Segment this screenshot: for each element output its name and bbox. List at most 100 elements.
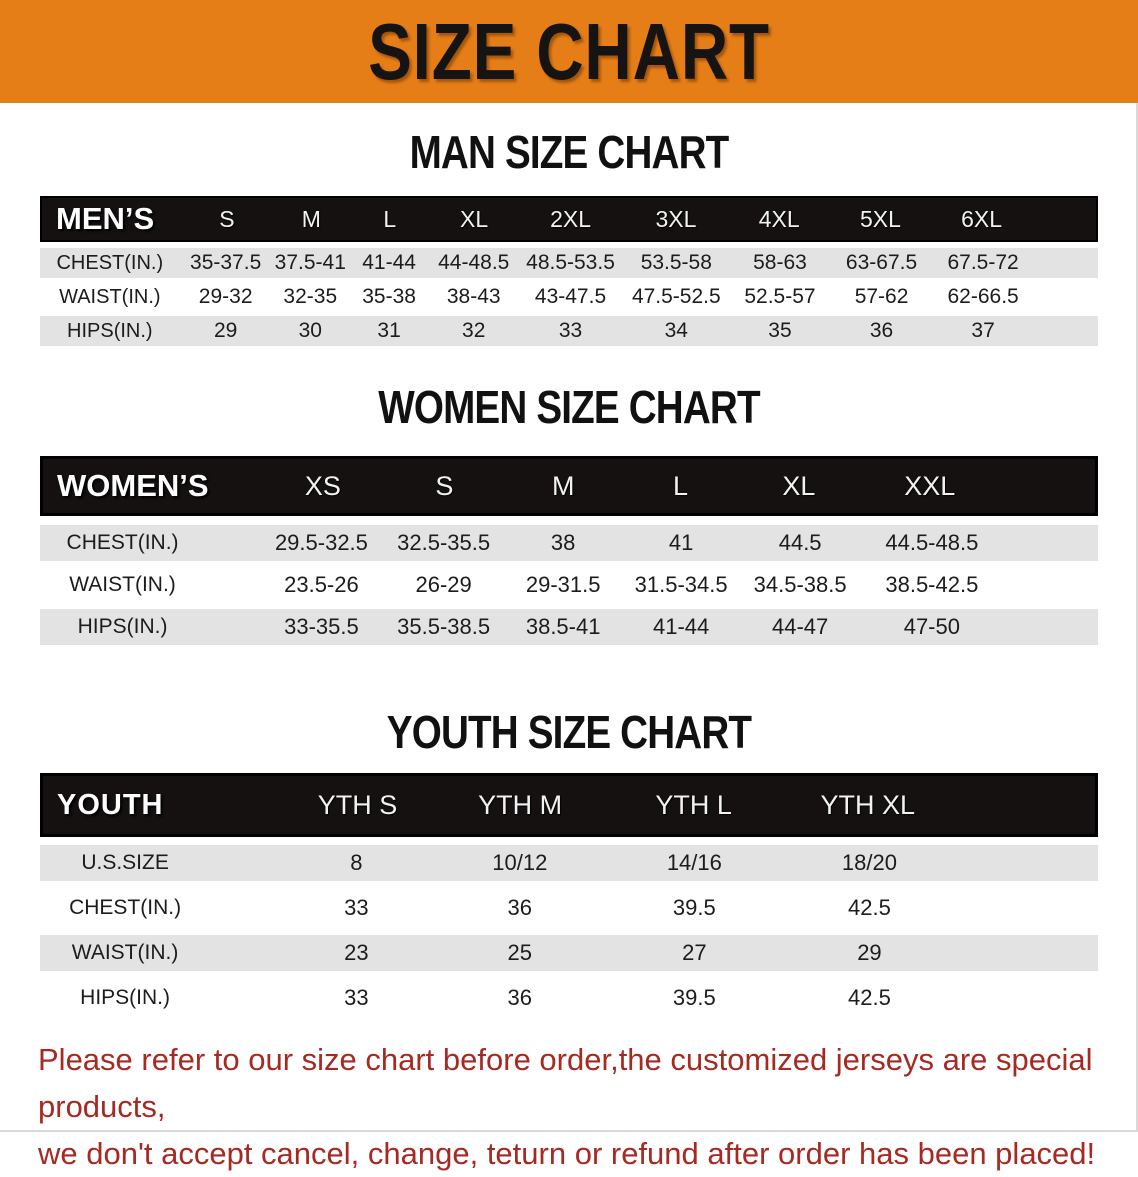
row-label: U.S.SIZE	[81, 851, 169, 874]
cell-value: 33	[344, 985, 369, 1010]
cell-value: 67.5-72	[947, 251, 1019, 274]
header-label: YOUTH	[57, 788, 164, 821]
size-column-header: L	[672, 470, 688, 501]
cell-value: 32	[462, 319, 486, 342]
cell-value: 29	[857, 940, 882, 965]
header-label: WOMEN’S	[57, 468, 209, 503]
cell-value: 42.5	[848, 895, 891, 920]
size-column-header: 5XL	[859, 205, 901, 232]
cell-value: 62-66.5	[947, 285, 1019, 308]
table-row: WAIST(IN.) 29-32 32-35 35-38 38-43 43-47.5 47.…	[40, 282, 1098, 312]
cell-value: 29-31.5	[525, 572, 601, 597]
size-column-header: 3XL	[655, 205, 697, 232]
cell-value: 38.5-42.5	[885, 572, 979, 597]
size-column-header: M	[551, 470, 575, 501]
cell-value: 37	[971, 319, 995, 342]
cell-value: 58-63	[753, 251, 807, 274]
cell-value: 44-47	[771, 614, 829, 639]
row-label: WAIST(IN.)	[59, 285, 161, 308]
row-label: CHEST(IN.)	[56, 251, 164, 274]
size-column-header: 6XL	[961, 205, 1003, 232]
table-row: HIPS(IN.) 33-35.5 35.5-38.5 38.5-41 41-44 44-…	[40, 609, 1098, 645]
row-label: HIPS(IN.)	[77, 615, 168, 638]
table-row: WAIST(IN.) 23.5-26 26-29 29-31.5 31.5-34.5 34…	[40, 567, 1098, 603]
cell-value: 10/12	[492, 850, 548, 875]
cell-value: 35.5-38.5	[397, 614, 491, 639]
cell-value: 36	[869, 319, 894, 342]
table-header-row: WOMEN’S XS S M L XL XXL	[40, 456, 1098, 516]
size-column-header: 4XL	[758, 205, 800, 232]
row-label: WAIST(IN.)	[69, 573, 176, 596]
table-header-row: YOUTH YTH S YTH M YTH L YTH XL	[40, 773, 1098, 837]
cell-value: 34.5-38.5	[753, 572, 847, 597]
cell-value: 38	[550, 530, 576, 555]
men-size-table: MEN’S S M L XL 2XL 3XL 4XL 5XL 6XL CHEST(IN.) 35-37…	[40, 196, 1098, 346]
cell-value: 57-62	[854, 285, 909, 308]
size-column-header: XL	[782, 470, 816, 501]
youth-section-title: YOUTH SIZE CHART	[386, 706, 752, 758]
cell-value: 32.5-35.5	[397, 530, 491, 555]
cell-value: 44.5-48.5	[885, 530, 979, 555]
cell-value: 26-29	[415, 572, 472, 597]
row-label: HIPS(IN.)	[67, 319, 153, 342]
cell-value: 37.5-41	[274, 251, 346, 274]
cell-value: 33	[558, 319, 583, 342]
cell-value: 29	[213, 319, 238, 342]
cell-value: 53.5-58	[640, 251, 712, 274]
cell-value: 47.5-52.5	[631, 285, 721, 308]
cell-value: 41-44	[652, 614, 710, 639]
size-column-header: YTH S	[317, 789, 398, 820]
disclaimer-text: Please refer to our size chart before or…	[38, 1036, 1118, 1177]
cell-value: 8	[350, 850, 363, 875]
cell-value: 30	[298, 319, 322, 342]
disclaimer-line1: Please refer to our size chart before or…	[38, 1042, 1093, 1124]
cell-value: 31.5-34.5	[634, 572, 728, 597]
size-column-header: XXL	[904, 470, 956, 501]
cell-value: 35-38	[362, 285, 416, 308]
size-column-header: YTH L	[655, 789, 732, 820]
cell-value: 35	[768, 319, 792, 342]
cell-value: 48.5-53.5	[526, 251, 615, 274]
cell-value: 47-50	[903, 614, 960, 639]
cell-value: 36	[507, 895, 533, 920]
table-row: CHEST(IN.) 33 36 39.5 42.5	[40, 890, 1098, 926]
table-row: CHEST(IN.) 35-37.5 37.5-41 41-44 44-48.5 48.5…	[40, 248, 1098, 278]
women-section-title: WOMEN SIZE CHART	[378, 381, 760, 433]
row-label: WAIST(IN.)	[71, 941, 179, 964]
size-column-header: S	[219, 205, 235, 232]
cell-value: 27	[682, 940, 707, 965]
cell-value: 38.5-41	[525, 614, 601, 639]
table-row: HIPS(IN.) 33 36 39.5 42.5	[40, 980, 1098, 1016]
cell-value: 38-43	[446, 285, 501, 308]
cell-value: 31	[377, 319, 401, 342]
row-label: HIPS(IN.)	[80, 986, 170, 1009]
cell-value: 44-48.5	[438, 251, 510, 274]
cell-value: 25	[507, 940, 533, 965]
size-column-header: XS	[304, 470, 341, 501]
header-label: MEN’S	[56, 201, 155, 236]
cell-value: 29.5-32.5	[274, 530, 368, 555]
cell-value: 42.5	[848, 985, 891, 1010]
cell-value: 44.5	[778, 530, 822, 555]
table-row: CHEST(IN.) 29.5-32.5 32.5-35.5 38 41 44.5 44.5…	[40, 525, 1098, 561]
table-row: HIPS(IN.) 29 30 31 32 33 34 35 36 37	[40, 316, 1098, 346]
size-column-header: YTH M	[478, 789, 563, 820]
cell-value: 39.5	[672, 985, 716, 1010]
cell-value: 41-44	[362, 251, 416, 274]
cell-value: 14/16	[666, 850, 722, 875]
table-row: WAIST(IN.) 23 25 27 29	[40, 935, 1098, 971]
size-column-header: L	[383, 205, 397, 232]
cell-value: 36	[507, 985, 533, 1010]
cell-value: 35-37.5	[190, 251, 262, 274]
size-column-header: YTH XL	[820, 789, 916, 820]
cell-value: 18/20	[841, 850, 897, 875]
youth-size-table: YOUTH YTH S YTH M YTH L YTH XL U.S.SIZE 8 10/12…	[40, 773, 1098, 1016]
cell-value: 39.5	[672, 895, 716, 920]
cell-value: 43-47.5	[534, 285, 607, 308]
size-column-header: XL	[460, 205, 489, 232]
banner-title: SIZE CHART	[368, 6, 770, 96]
table-row: U.S.SIZE 8 10/12 14/16 18/20	[40, 845, 1098, 881]
cell-value: 29-32	[198, 285, 253, 308]
table-header-row: MEN’S S M L XL 2XL 3XL 4XL 5XL 6XL	[40, 196, 1098, 242]
